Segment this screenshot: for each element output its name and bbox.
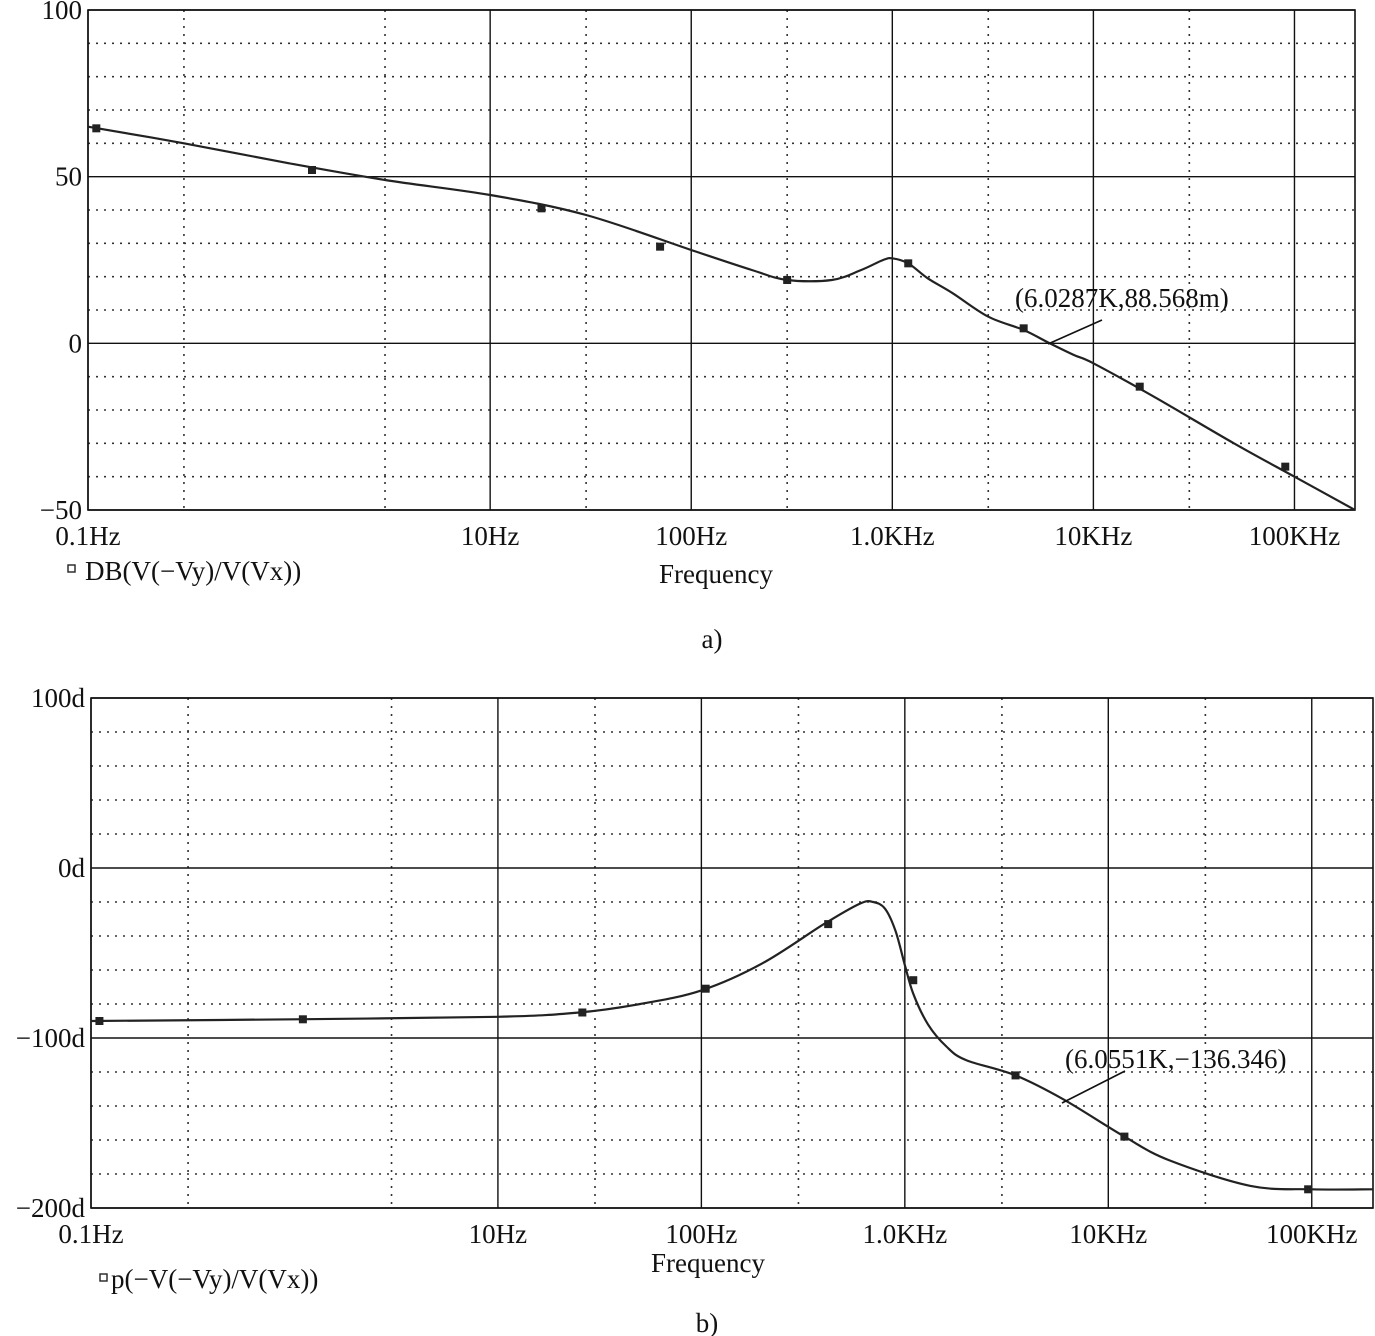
data-point-marker (95, 1017, 104, 1025)
caption-b: b) (696, 1308, 719, 1336)
series-line (87, 125, 1356, 511)
data-point-marker (92, 124, 101, 133)
data-point-marker (578, 1008, 587, 1017)
annotation-leader-b (1061, 1070, 1126, 1104)
axis-ticks-b: 0.1Hz 10Hz 100Hz 1.0KHz 10KHz 100KHz 100d 0d −10… (16, 683, 1358, 1249)
plot-frame (90, 697, 1374, 1209)
x-tick-label: 1.0KHz (850, 521, 935, 551)
data-point-marker (307, 166, 316, 174)
legend-label-b: p(−V(−Vy)/V(Vx)) (111, 1264, 318, 1294)
x-tick-label: 100Hz (665, 1219, 737, 1249)
caption-a: a) (702, 624, 723, 654)
data-point-marker (701, 984, 710, 993)
y-tick-label: 50 (55, 162, 82, 192)
plot-frame (87, 9, 1356, 511)
annotation-label-a: (6.0287K,88.568m) (1015, 283, 1229, 313)
legend-marker-a (67, 564, 76, 573)
x-axis-label-a: Frequency (659, 559, 773, 589)
x-tick-label: 10Hz (469, 1219, 527, 1249)
data-point-marker (909, 976, 918, 985)
annotation-b: (6.0551K,−136.346) (1061, 1044, 1286, 1104)
data-point-marker (904, 259, 913, 268)
data-point-marker (298, 1015, 307, 1024)
y-tick-label: −100d (16, 1023, 86, 1053)
x-tick-label: 100KHz (1249, 521, 1340, 551)
series-a (87, 124, 1356, 511)
data-point-marker (824, 920, 833, 929)
chart-panel-a: 0.1Hz 10Hz 100Hz 1.0KHz 10KHz 100KHz 100 50 0 −50… (40, 0, 1356, 654)
chart-panel-b: 0.1Hz 10Hz 100Hz 1.0KHz 10KHz 100KHz 100d 0d −10… (16, 683, 1374, 1336)
grid-b (90, 697, 1374, 1209)
x-tick-label: 100Hz (655, 521, 727, 551)
annotation-a: (6.0287K,88.568m) (1015, 283, 1229, 345)
x-tick-label: 10KHz (1069, 1219, 1147, 1249)
y-tick-label: 100d (31, 683, 86, 713)
grid-a (87, 9, 1356, 511)
legend-label-a: DB(V(−Vy)/V(Vx)) (85, 556, 301, 586)
y-tick-label: 0 (69, 328, 83, 358)
data-point-marker (537, 204, 546, 213)
x-tick-label: 0.1Hz (58, 1219, 123, 1249)
x-tick-label: 1.0KHz (862, 1219, 947, 1249)
legend-a: DB(V(−Vy)/V(Vx)) (67, 556, 301, 586)
axis-ticks-a: 0.1Hz 10Hz 100Hz 1.0KHz 10KHz 100KHz 100 50 0 −50 (40, 0, 1340, 551)
data-point-marker (1019, 324, 1028, 333)
legend-marker-b (99, 1273, 108, 1282)
y-tick-label: −50 (40, 495, 82, 525)
series-b (90, 900, 1374, 1194)
x-tick-label: 0.1Hz (55, 521, 120, 551)
data-point-marker (1135, 382, 1144, 391)
data-point-marker (783, 276, 792, 284)
data-point-marker (656, 242, 665, 251)
data-point-marker (1281, 462, 1290, 471)
data-point-marker (1011, 1071, 1020, 1080)
x-tick-label: 10KHz (1054, 521, 1132, 551)
annotation-leader-a (1047, 319, 1103, 345)
annotation-label-b: (6.0551K,−136.346) (1065, 1044, 1286, 1074)
y-tick-label: 0d (58, 853, 86, 883)
data-point-marker (1304, 1185, 1313, 1194)
y-tick-label: 100 (42, 0, 83, 25)
x-axis-label-b: Frequency (651, 1248, 765, 1278)
data-point-marker (1120, 1132, 1129, 1141)
x-tick-label: 10Hz (461, 521, 519, 551)
y-tick-label: −200d (16, 1193, 86, 1223)
legend-b: p(−V(−Vy)/V(Vx)) (99, 1264, 318, 1294)
x-tick-label: 100KHz (1266, 1219, 1357, 1249)
